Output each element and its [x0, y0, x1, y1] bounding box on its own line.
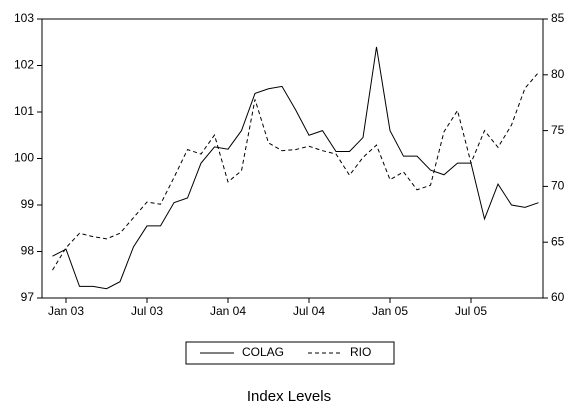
- x-tick-label: Jul 03: [131, 304, 163, 318]
- y-tick-label: 101: [14, 104, 34, 118]
- y-tick-label: 100: [14, 151, 34, 165]
- plot-frame: [41, 18, 544, 299]
- y2-tick-label: 65: [551, 234, 565, 248]
- x-tick-label: Jul 04: [293, 304, 325, 318]
- series-line: [52, 72, 539, 271]
- y-tick-label: 99: [21, 197, 35, 211]
- y-tick-label: 97: [21, 290, 35, 304]
- x-tick-label: Jan 04: [210, 304, 246, 318]
- y2-tick-label: 60: [551, 290, 565, 304]
- y-tick-label: 98: [21, 244, 35, 258]
- x-tick-label: Jul 05: [455, 304, 487, 318]
- series-line: [52, 46, 539, 290]
- legend-label: COLAG: [242, 345, 284, 359]
- y2-tick-label: 70: [551, 179, 565, 193]
- legend-label: RIO: [350, 345, 371, 359]
- chart-title: Index Levels: [247, 388, 331, 405]
- y-tick-label: 102: [14, 58, 34, 72]
- legend-box: [185, 341, 395, 365]
- y2-tick-label: 75: [551, 123, 565, 137]
- y2-tick-label: 85: [551, 11, 565, 25]
- y-tick-label: 103: [14, 11, 34, 25]
- x-tick-label: Jan 05: [372, 304, 408, 318]
- y2-tick-label: 80: [551, 67, 565, 81]
- x-tick-label: Jan 03: [48, 304, 84, 318]
